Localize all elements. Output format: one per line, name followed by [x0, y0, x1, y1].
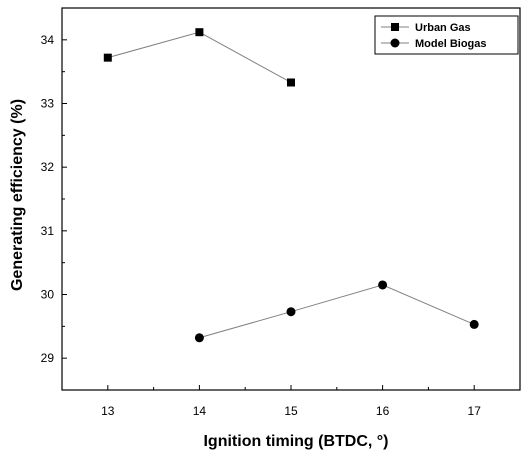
- y-tick-label: 31: [41, 224, 55, 238]
- data-point: [195, 28, 204, 37]
- y-tick-label: 34: [41, 33, 55, 47]
- series-urban-gas: [103, 28, 295, 87]
- legend-box: [374, 15, 519, 55]
- series-model-biogas: [194, 280, 479, 343]
- legend-label: Model Biogas: [415, 38, 487, 50]
- y-axis: 29 30 31 32 33 34: [41, 7, 67, 391]
- legend-marker: [390, 38, 400, 48]
- plot-area: [61, 7, 521, 391]
- y-tick-label: 30: [41, 288, 55, 302]
- legend-label: Urban Gas: [415, 22, 471, 34]
- x-tick-label: 14: [193, 404, 207, 418]
- x-tick-label: 16: [376, 404, 390, 418]
- legend-item: Urban Gas: [381, 22, 471, 34]
- data-point: [194, 333, 204, 343]
- data-point: [378, 280, 388, 290]
- x-axis-title: Ignition timing (BTDC, °): [203, 433, 388, 450]
- data-point: [286, 307, 296, 317]
- data-point: [287, 78, 295, 87]
- series-line: [107, 31, 292, 83]
- legend: Urban Gas Model Biogas: [374, 15, 519, 55]
- series-layer: [103, 28, 479, 343]
- x-tick-label: 13: [101, 404, 115, 418]
- data-point: [469, 319, 479, 329]
- plot-frame: [61, 7, 521, 391]
- y-tick-label: 29: [41, 351, 55, 365]
- legend-marker: [391, 23, 399, 31]
- x-tick-label: 15: [284, 404, 298, 418]
- x-tick-label: 17: [468, 404, 482, 418]
- legend-item: Model Biogas: [381, 38, 487, 50]
- y-tick-label: 33: [41, 97, 55, 111]
- data-point: [103, 53, 112, 62]
- series-line: [199, 284, 475, 339]
- y-tick-label: 32: [41, 160, 55, 174]
- y-axis-title: Generating efficiency (%): [9, 99, 26, 291]
- x-axis: 13 14 15 16 17: [101, 385, 481, 418]
